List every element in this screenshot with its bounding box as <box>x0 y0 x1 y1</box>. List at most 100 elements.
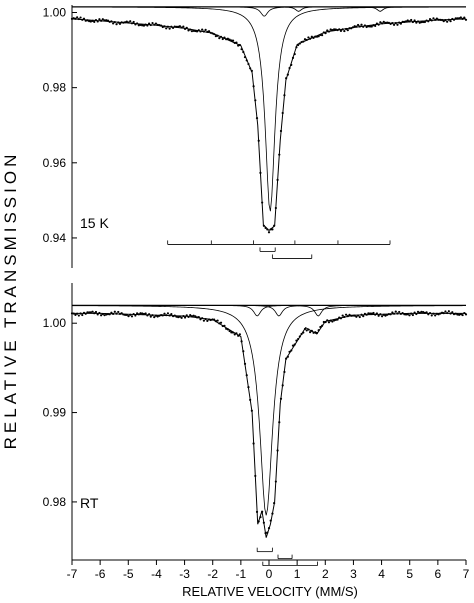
x-tick-label: 0 <box>266 567 273 581</box>
data-point <box>211 318 214 321</box>
data-point <box>423 311 426 314</box>
data-point <box>112 22 115 25</box>
data-point <box>238 333 241 336</box>
data-point <box>423 20 426 24</box>
data-point <box>209 318 212 322</box>
data-point <box>183 27 187 31</box>
data-point <box>392 23 396 26</box>
data-point <box>238 43 241 47</box>
data-point <box>422 311 425 314</box>
data-point <box>194 315 197 318</box>
data-point <box>255 510 259 513</box>
data-point <box>178 25 182 28</box>
data-point <box>350 27 353 30</box>
data-point <box>360 23 363 26</box>
data-point <box>223 324 226 327</box>
data-point <box>372 24 375 27</box>
data-point <box>307 328 310 331</box>
data-point <box>379 21 382 24</box>
data-point <box>331 320 334 323</box>
data-point <box>439 18 442 21</box>
data-point <box>94 18 98 22</box>
data-point <box>344 27 348 31</box>
data-point <box>317 35 320 38</box>
data-point <box>464 313 468 316</box>
data-point <box>185 314 188 317</box>
data-point <box>141 24 144 27</box>
data-point <box>154 314 158 317</box>
data-point <box>266 531 269 534</box>
data-point <box>202 30 205 33</box>
data-point <box>415 21 418 24</box>
data-point <box>254 474 257 478</box>
data-point <box>91 19 94 22</box>
x-tick-label: -4 <box>151 567 162 581</box>
data-point <box>264 226 267 229</box>
data-point <box>216 34 219 37</box>
data-point <box>84 19 87 22</box>
data-point <box>363 24 367 27</box>
data-point <box>372 311 375 315</box>
data-point <box>201 317 204 320</box>
data-point <box>463 16 466 19</box>
data-point <box>367 25 370 28</box>
data-point <box>365 25 368 29</box>
data-point <box>93 312 96 315</box>
data-point <box>425 311 428 314</box>
data-point <box>322 320 325 324</box>
x-tick-label: 2 <box>322 567 329 581</box>
data-point <box>76 16 79 19</box>
data-point <box>410 312 413 315</box>
data-point <box>439 312 442 315</box>
y-tick-label: 0.94 <box>43 231 67 245</box>
data-point <box>355 315 358 318</box>
data-point <box>100 314 103 317</box>
data-point <box>177 316 180 319</box>
fit-component-line <box>71 305 467 516</box>
x-tick-label: 5 <box>406 567 413 581</box>
data-point <box>444 310 447 313</box>
data-point <box>235 41 238 44</box>
data-point <box>132 312 135 316</box>
data-point <box>142 24 146 27</box>
data-point <box>449 20 452 23</box>
y-axis-title: RELATIVE TRANSMISSION <box>1 151 20 450</box>
data-point <box>427 313 430 316</box>
x-tick-label: 7 <box>463 567 470 581</box>
data-point <box>106 313 110 316</box>
data-point <box>327 321 331 324</box>
data-point <box>197 315 200 319</box>
data-point <box>350 314 353 317</box>
data-point <box>346 29 349 32</box>
data-point <box>396 312 399 315</box>
data-point <box>108 313 111 316</box>
data-point <box>230 39 233 42</box>
data-point <box>185 26 188 29</box>
data-point <box>447 18 450 21</box>
data-point <box>213 318 216 321</box>
data-point <box>430 19 433 22</box>
x-tick-label: -2 <box>207 567 218 581</box>
data-point <box>98 311 101 315</box>
x-tick-label: -1 <box>236 567 247 581</box>
data-point <box>189 313 192 317</box>
data-point <box>249 398 252 401</box>
data-point <box>302 40 305 43</box>
data-point <box>192 314 195 317</box>
data-point <box>341 28 344 31</box>
data-point <box>149 23 152 27</box>
data-point <box>240 340 243 343</box>
data-point <box>197 29 200 32</box>
data-point <box>428 17 432 21</box>
data-point <box>276 449 279 452</box>
data-point <box>147 22 151 25</box>
data-point <box>183 316 187 319</box>
data-point <box>112 312 115 315</box>
data-point <box>86 311 89 314</box>
data-point <box>416 20 420 23</box>
data-point <box>322 31 325 34</box>
data-point <box>321 34 324 37</box>
data-point <box>117 310 120 314</box>
data-point <box>182 314 185 318</box>
